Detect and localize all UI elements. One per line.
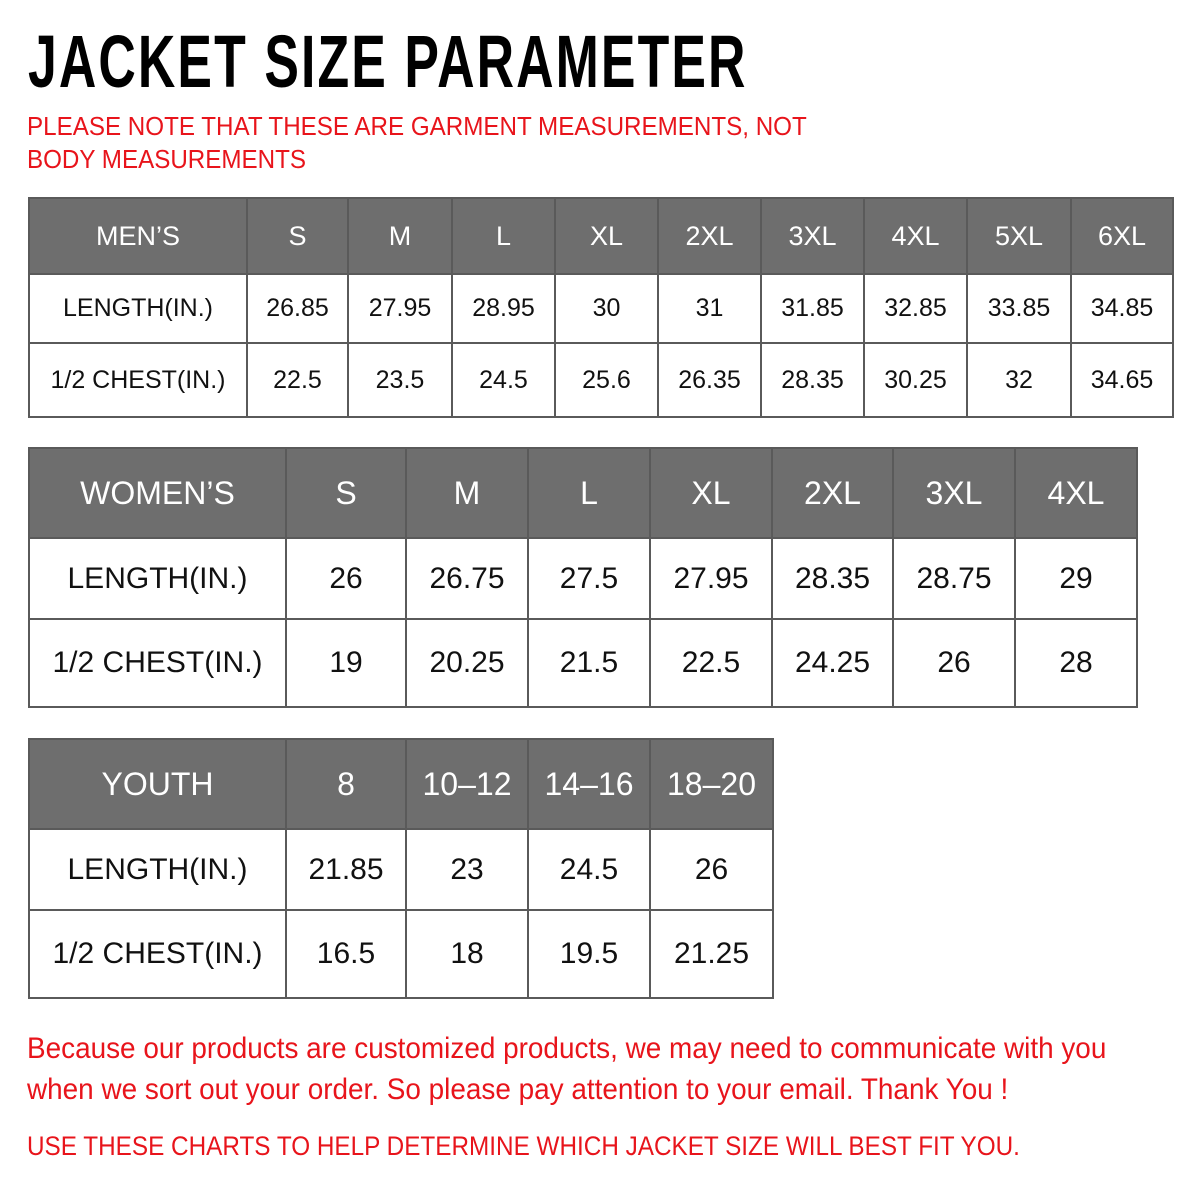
- measurement-cell: 16.5: [285, 909, 407, 999]
- measurement-cell: 21.5: [527, 618, 651, 708]
- table-row: 1/2 CHEST(IN.) 22.5 23.5 24.5 25.6 26.35 28.35…: [28, 342, 1174, 418]
- measurement-cell: 28.35: [771, 537, 894, 620]
- size-header-cell: XL: [554, 197, 659, 275]
- measurement-cell: 33.85: [966, 273, 1072, 344]
- measurement-cell: 28.75: [892, 537, 1016, 620]
- size-header-cell: 5XL: [966, 197, 1072, 275]
- youth-header-row: YOUTH 8 10–12 14–16 18–20: [28, 738, 774, 830]
- measurement-cell: 26.35: [657, 342, 762, 418]
- measurement-cell: 26.75: [405, 537, 529, 620]
- youth-size-table: YOUTH 8 10–12 14–16 18–20 LENGTH(IN.) 21.85 23 2…: [28, 738, 774, 999]
- measurement-cell: 29: [1014, 537, 1138, 620]
- size-header-cell: 14–16: [527, 738, 651, 830]
- size-header-cell: M: [405, 447, 529, 539]
- size-header-cell: 8: [285, 738, 407, 830]
- table-row: 1/2 CHEST(IN.) 19 20.25 21.5 22.5 24.25 26 28: [28, 618, 1138, 708]
- measurement-cell: 24.5: [451, 342, 556, 418]
- measurement-cell: 26.85: [246, 273, 349, 344]
- size-header-cell: 4XL: [1014, 447, 1138, 539]
- measurement-cell: 23: [405, 828, 529, 911]
- measurement-cell: 27.95: [649, 537, 773, 620]
- table-row: LENGTH(IN.) 26 26.75 27.5 27.95 28.35 28.75 29: [28, 537, 1138, 620]
- row-label: LENGTH(IN.): [28, 273, 248, 344]
- measurement-cell: 23.5: [347, 342, 453, 418]
- measurement-cell: 32.85: [863, 273, 968, 344]
- measurement-cell: 31: [657, 273, 762, 344]
- measurement-cell: 22.5: [649, 618, 773, 708]
- measurement-cell: 30: [554, 273, 659, 344]
- women-size-table: WOMEN’S S M L XL 2XL 3XL 4XL LENGTH(IN.) 26 26.75 2…: [28, 447, 1138, 708]
- row-label: LENGTH(IN.): [28, 828, 287, 911]
- size-header-cell: 2XL: [657, 197, 762, 275]
- measurement-cell: 26: [285, 537, 407, 620]
- measurement-cell: 18: [405, 909, 529, 999]
- measurement-cell: 21.85: [285, 828, 407, 911]
- size-header-cell: 10–12: [405, 738, 529, 830]
- row-label: 1/2 CHEST(IN.): [28, 909, 287, 999]
- measurement-cell: 19: [285, 618, 407, 708]
- size-header-cell: 6XL: [1070, 197, 1174, 275]
- measurement-cell: 28.95: [451, 273, 556, 344]
- size-header-cell: XL: [649, 447, 773, 539]
- youth-category-label: YOUTH: [28, 738, 287, 830]
- table-row: 1/2 CHEST(IN.) 16.5 18 19.5 21.25: [28, 909, 774, 999]
- size-header-cell: 18–20: [649, 738, 774, 830]
- measurement-cell: 27.5: [527, 537, 651, 620]
- page-title: JACKET SIZE PARAMETER: [28, 20, 748, 103]
- table-row: LENGTH(IN.) 26.85 27.95 28.95 30 31 31.85 32.85…: [28, 273, 1174, 344]
- measurement-cell: 24.25: [771, 618, 894, 708]
- size-header-cell: 2XL: [771, 447, 894, 539]
- measurement-cell: 20.25: [405, 618, 529, 708]
- size-header-cell: M: [347, 197, 453, 275]
- size-header-cell: 3XL: [760, 197, 865, 275]
- women-category-label: WOMEN’S: [28, 447, 287, 539]
- men-size-table: MEN’S S M L XL 2XL 3XL 4XL 5XL 6XL LENGTH(IN.) 26.8…: [28, 197, 1174, 418]
- row-label: 1/2 CHEST(IN.): [28, 342, 248, 418]
- measurement-cell: 30.25: [863, 342, 968, 418]
- measurement-cell: 26: [892, 618, 1016, 708]
- measurement-cell: 22.5: [246, 342, 349, 418]
- measurement-cell: 26: [649, 828, 774, 911]
- size-header-cell: L: [451, 197, 556, 275]
- size-header-cell: S: [246, 197, 349, 275]
- row-label: LENGTH(IN.): [28, 537, 287, 620]
- measurement-cell: 21.25: [649, 909, 774, 999]
- size-chart-hint: USE THESE CHARTS TO HELP DETERMINE WHICH…: [27, 1131, 1020, 1161]
- men-header-row: MEN’S S M L XL 2XL 3XL 4XL 5XL 6XL: [28, 197, 1174, 275]
- size-header-cell: S: [285, 447, 407, 539]
- measurement-cell: 34.85: [1070, 273, 1174, 344]
- measurement-cell: 27.95: [347, 273, 453, 344]
- measurement-cell: 24.5: [527, 828, 651, 911]
- size-header-cell: L: [527, 447, 651, 539]
- size-header-cell: 3XL: [892, 447, 1016, 539]
- women-header-row: WOMEN’S S M L XL 2XL 3XL 4XL: [28, 447, 1138, 539]
- measurement-cell: 32: [966, 342, 1072, 418]
- measurement-note: PLEASE NOTE THAT THESE ARE GARMENT MEASU…: [27, 111, 807, 174]
- measurement-cell: 28.35: [760, 342, 865, 418]
- customization-message: Because our products are customized prod…: [27, 1032, 1107, 1106]
- row-label: 1/2 CHEST(IN.): [28, 618, 287, 708]
- table-row: LENGTH(IN.) 21.85 23 24.5 26: [28, 828, 774, 911]
- size-header-cell: 4XL: [863, 197, 968, 275]
- measurement-cell: 31.85: [760, 273, 865, 344]
- measurement-cell: 28: [1014, 618, 1138, 708]
- measurement-cell: 34.65: [1070, 342, 1174, 418]
- men-category-label: MEN’S: [28, 197, 248, 275]
- measurement-cell: 25.6: [554, 342, 659, 418]
- measurement-cell: 19.5: [527, 909, 651, 999]
